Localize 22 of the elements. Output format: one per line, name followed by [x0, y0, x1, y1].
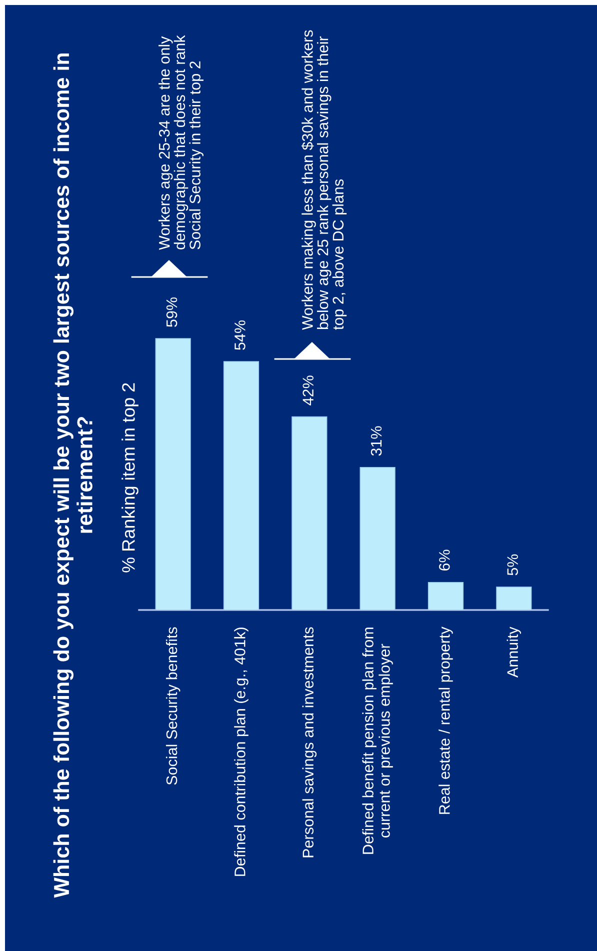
x-tick-label: Social Security benefits: [166, 627, 180, 785]
bar: [360, 466, 396, 610]
text: % Ranking item in top 2: [122, 383, 138, 572]
x-tick-label: Real estate / rental property: [438, 626, 453, 814]
text: Workers making less than $30k and workers below age 25 rank personal savings in their top 2, above DC plans: [301, 30, 347, 330]
bar: [428, 582, 464, 610]
data-label: 42%: [302, 376, 314, 406]
x-tick-label: Personal savings and investments: [302, 627, 317, 858]
x-tick-label: Defined contribution plan (e.g., 401k): [234, 628, 248, 876]
data-label: 31%: [370, 426, 382, 456]
x-tick-label: Defined benefit pension plan from current or previous employer: [362, 628, 393, 854]
text: Which of the following do you expect will be your two largest sources of income in retirement?: [53, 53, 92, 898]
bar: [496, 586, 532, 610]
data-label: 6%: [439, 550, 450, 571]
x-tick-label: Annuity: [506, 626, 522, 678]
bar: [292, 416, 328, 610]
data-label: 59%: [166, 297, 178, 327]
bar: [155, 338, 191, 610]
text: Workers age 25-34 are the only demographic that does not rank Social Security in their top 2: [158, 35, 204, 250]
bar: [223, 361, 260, 610]
data-label: 5%: [507, 554, 518, 576]
data-label: 54%: [234, 320, 246, 350]
